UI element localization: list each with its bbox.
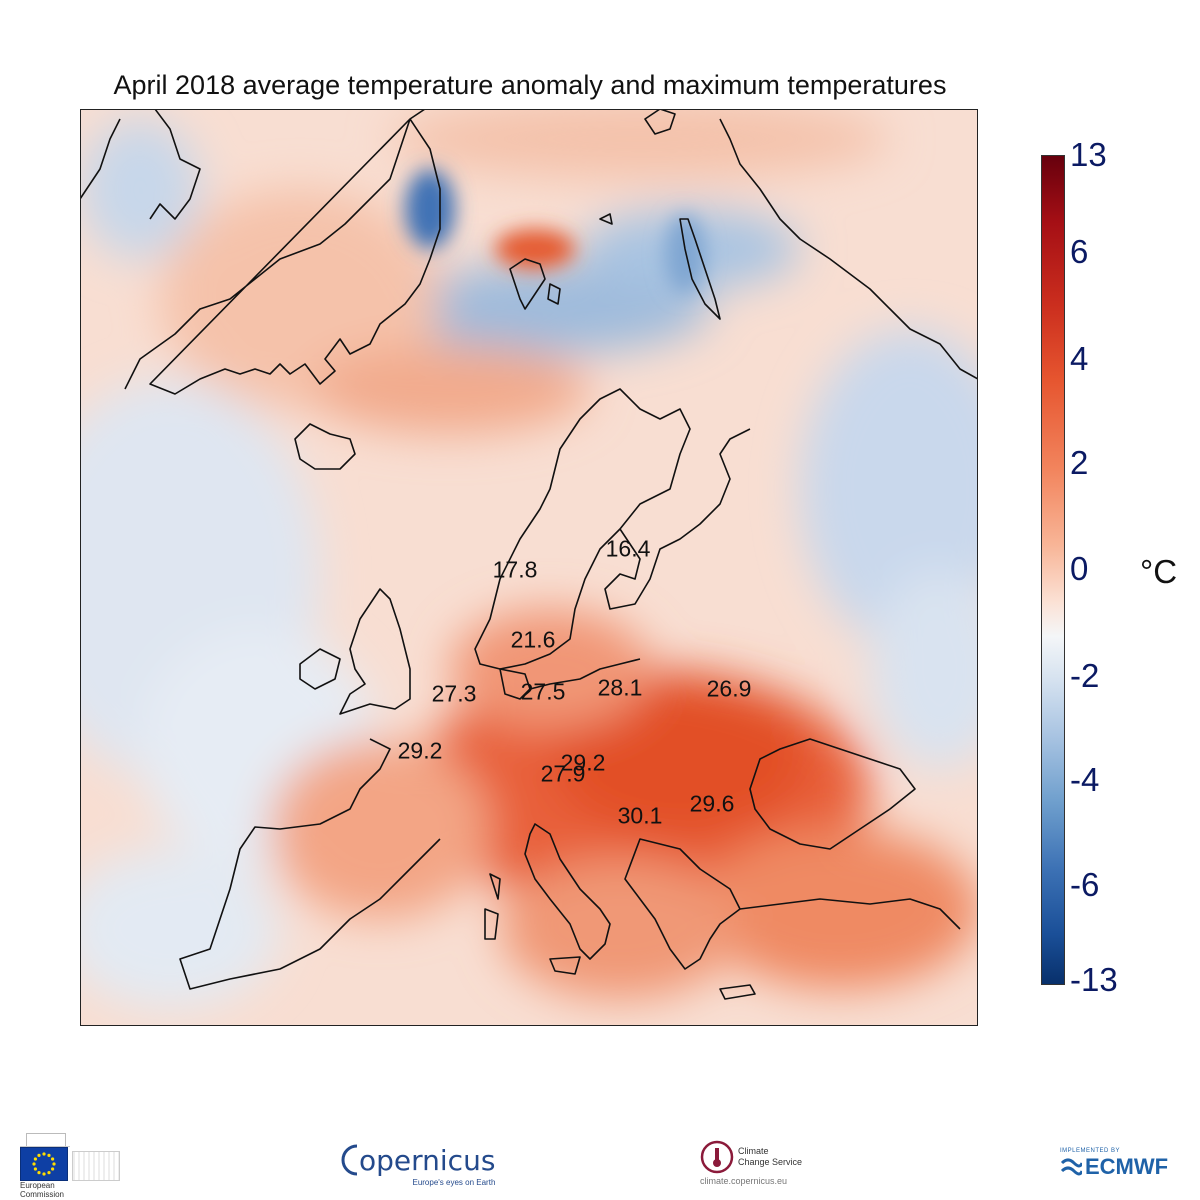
balkans-greece [624, 838, 741, 970]
franz-josef [599, 109, 676, 225]
colorbar-tick: -13 [1070, 961, 1118, 998]
max-temp-label: 30.1 [617, 802, 663, 829]
max-temp-label: 26.9 [706, 675, 752, 702]
c3s-line1: Climate [738, 1146, 769, 1156]
colorbar-tick: 4 [1070, 340, 1089, 377]
ecmwf-swirl-icon [1060, 1158, 1082, 1176]
max-temp-label: 21.6 [510, 626, 556, 653]
map-title: April 2018 average temperature anomaly a… [113, 70, 947, 100]
sicily [549, 956, 581, 975]
max-temp-label: 29.6 [689, 790, 735, 817]
ec-name-line2: Commission [20, 1190, 65, 1199]
c3s-logo: Climate Change Service climate.copernicu… [700, 1140, 802, 1187]
colorbar-tick: 2 [1070, 444, 1089, 481]
iceland [294, 423, 356, 470]
scandinavia [474, 388, 691, 670]
ecmwf-name: ECMWF [1085, 1154, 1169, 1179]
colorbar-tick: 6 [1070, 233, 1089, 270]
max-temp-label: 27.5 [520, 678, 566, 705]
coastlines [80, 109, 978, 1000]
colorbar-tick: -4 [1070, 761, 1100, 798]
colorbar-tick: 13 [1070, 136, 1107, 173]
greenland-coast [124, 109, 441, 395]
denmark [499, 668, 531, 700]
anomaly-field [80, 109, 978, 1009]
copernicus-logo: opernicus Europe's eyes on Earth [337, 1142, 495, 1187]
greenland-west [80, 109, 201, 220]
colorbar-tick: -2 [1070, 657, 1100, 694]
france-iberia [179, 738, 441, 990]
map-canvas [80, 109, 978, 1026]
ecmwf-implemented-by: IMPLEMENTED BY [1060, 1148, 1121, 1154]
colorbar-tick: 0 [1070, 550, 1089, 587]
british-isles [299, 588, 411, 715]
finland-coast [604, 428, 751, 610]
black-sea [749, 738, 916, 850]
russia-arctic [719, 118, 978, 380]
svalbard [509, 258, 561, 310]
colorbar-tick: -6 [1070, 866, 1100, 903]
ec-logo: European Commission [20, 1132, 120, 1199]
colorbar-unit: °C [1140, 553, 1178, 590]
max-temp-label: 27.9 [540, 760, 586, 787]
max-temp-label: 27.3 [431, 680, 477, 707]
thermometer-icon [700, 1140, 734, 1174]
c3s-url: climate.copernicus.eu [700, 1176, 788, 1186]
c3s-line2: Change Service [738, 1157, 803, 1167]
baltic-south [529, 658, 641, 690]
copernicus-tagline: Europe's eyes on Earth [412, 1178, 496, 1187]
ec-building-icon [72, 1151, 120, 1181]
corsica-sardinia [484, 873, 501, 940]
eu-flag-icon [20, 1147, 68, 1181]
max-temp-label: 29.2 [560, 749, 606, 776]
max-temp-label: 29.2 [397, 737, 443, 764]
crete [719, 984, 756, 1000]
max-temp-label: 17.8 [492, 556, 538, 583]
colorbar [1041, 155, 1065, 985]
max-temp-label: 16.4 [605, 535, 651, 562]
copernicus-name: opernicus [359, 1143, 496, 1177]
max-temp-label: 28.1 [597, 674, 643, 701]
copernicus-c-icon [341, 1144, 358, 1176]
anomaly-map: 17.8 16.4 21.6 27.3 27.5 28.1 26.9 29.2 … [80, 109, 978, 1026]
italy [524, 823, 611, 960]
ecmwf-logo: IMPLEMENTED BY ECMWF [1060, 1148, 1168, 1180]
ec-name-line1: European [20, 1181, 55, 1190]
novaya-zemlya [679, 218, 721, 320]
turkey [739, 898, 961, 930]
